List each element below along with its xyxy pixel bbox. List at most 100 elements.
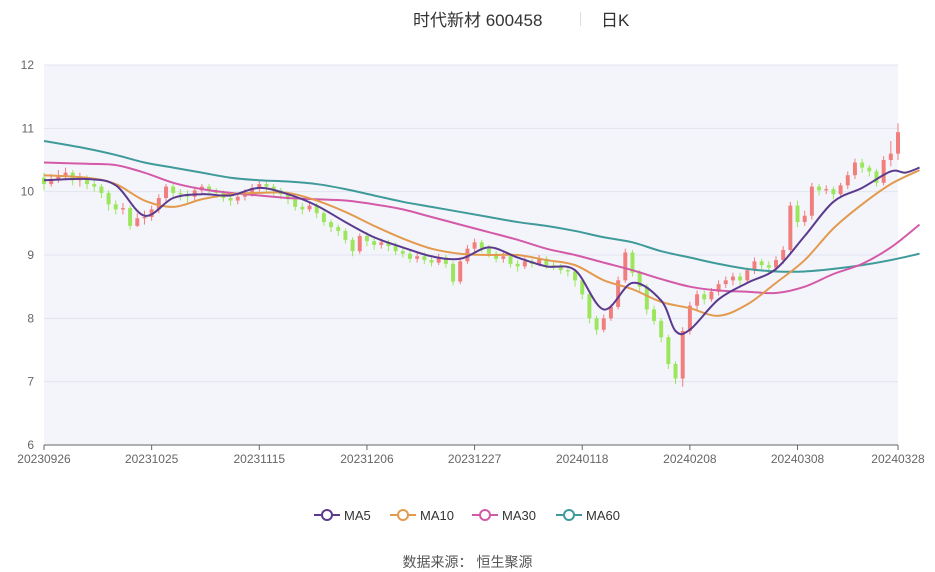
candle-20240227[interactable] <box>738 272 743 286</box>
candle-20231219[interactable] <box>429 256 434 267</box>
candle-20231214[interactable] <box>408 249 412 263</box>
candle-20240205[interactable] <box>666 334 671 369</box>
candle-20240301[interactable] <box>759 258 764 271</box>
candle-20240126[interactable] <box>623 248 628 283</box>
candle-20231204[interactable] <box>350 237 355 257</box>
candle-20240223[interactable] <box>723 276 728 288</box>
candle-20240130[interactable] <box>637 270 642 292</box>
candle-20240219[interactable] <box>695 290 700 311</box>
candle-20240116[interactable] <box>565 267 570 277</box>
legend-item-ma10[interactable]: MA10 <box>390 505 454 525</box>
candle-20231020[interactable] <box>128 205 133 230</box>
candle-body <box>336 227 341 231</box>
candle-20231225[interactable] <box>458 257 463 285</box>
candle-20240131[interactable] <box>644 284 649 315</box>
candle-20231207[interactable] <box>372 237 377 250</box>
candle-20240325[interactable] <box>874 168 879 187</box>
candle-20240308[interactable] <box>795 200 800 228</box>
legend-marker-ma10 <box>390 509 416 521</box>
legend-label-ma30: MA30 <box>502 507 536 523</box>
candle-body <box>795 205 800 223</box>
candle-20231213[interactable] <box>400 247 405 258</box>
candle-body <box>824 189 829 191</box>
candle-20231129[interactable] <box>329 219 334 233</box>
candle-20240318[interactable] <box>838 182 843 198</box>
candle-body <box>56 175 61 179</box>
candle-20240222[interactable] <box>716 280 721 296</box>
legend-item-ma60[interactable]: MA60 <box>556 505 620 525</box>
candle-20240125[interactable] <box>616 276 621 310</box>
candle-body <box>458 261 463 282</box>
candle-20240313[interactable] <box>817 184 822 196</box>
data-source-value: 恒生聚源 <box>476 554 533 570</box>
candle-20231016[interactable] <box>99 184 104 198</box>
candle-20240319[interactable] <box>845 171 850 190</box>
candle-20231030[interactable] <box>171 184 176 198</box>
candle-20240229[interactable] <box>752 257 757 274</box>
candle-20240312[interactable] <box>809 182 814 220</box>
candle-20231013[interactable] <box>92 180 97 192</box>
candle-20240226[interactable] <box>730 272 735 286</box>
candle-20240321[interactable] <box>860 158 865 173</box>
candle-20240122[interactable] <box>594 315 599 335</box>
candle-20231018[interactable] <box>113 200 118 215</box>
candle-20231031[interactable] <box>178 189 183 201</box>
candle-body <box>228 198 233 201</box>
candle-20240201[interactable] <box>652 305 656 325</box>
candle-20240311[interactable] <box>802 210 807 226</box>
candle-20231024[interactable] <box>142 210 147 225</box>
x-tick-label-1: 20231025 <box>125 452 179 466</box>
candle-20231227[interactable] <box>472 238 477 253</box>
candle-20231215[interactable] <box>415 252 420 263</box>
y-tick-label-11: 11 <box>22 121 35 135</box>
candle-20240322[interactable] <box>867 165 872 177</box>
candle-20231124[interactable] <box>307 201 312 212</box>
candle-20240326[interactable] <box>881 156 886 186</box>
candle-20240307[interactable] <box>788 201 793 253</box>
candle-20231009[interactable] <box>63 167 68 181</box>
candle-20240228[interactable] <box>745 267 750 283</box>
candle-20240129[interactable] <box>630 249 635 277</box>
candle-20231128[interactable] <box>321 210 326 226</box>
candle-20240314[interactable] <box>824 185 829 195</box>
candle-20240102[interactable] <box>494 251 499 263</box>
candle-20240112[interactable] <box>551 261 556 271</box>
candle-20231201[interactable] <box>343 228 348 244</box>
candle-20240220[interactable] <box>702 290 707 305</box>
candle-20231222[interactable] <box>451 261 456 286</box>
candle-20231019[interactable] <box>120 203 125 215</box>
candle-20231221[interactable] <box>443 255 448 268</box>
candle-20240315[interactable] <box>831 186 836 200</box>
candle-body <box>766 265 771 268</box>
candle-20240123[interactable] <box>601 314 606 333</box>
candle-20240202[interactable] <box>659 318 664 343</box>
candle-20240117[interactable] <box>573 268 578 287</box>
candle-20231023[interactable] <box>135 213 140 228</box>
candle-20231025[interactable] <box>149 205 154 221</box>
candle-20231205[interactable] <box>357 233 362 254</box>
candle-20240320[interactable] <box>852 158 857 179</box>
candle-20231130[interactable] <box>336 224 341 236</box>
title-separator <box>580 12 581 26</box>
legend-item-ma5[interactable]: MA5 <box>314 505 371 525</box>
candle-20231027[interactable] <box>164 184 168 202</box>
candle-20231017[interactable] <box>106 190 111 211</box>
candle-body <box>659 320 664 338</box>
candle-20240105[interactable] <box>515 260 520 272</box>
candle-20231115[interactable] <box>257 180 262 192</box>
legend-item-ma30[interactable]: MA30 <box>472 505 536 525</box>
y-tick-label-10: 10 <box>21 185 35 199</box>
candle-20231123[interactable] <box>300 203 305 215</box>
candle-20240327[interactable] <box>888 141 893 167</box>
candle-20240119[interactable] <box>587 291 592 324</box>
candle-20240328[interactable] <box>896 123 900 160</box>
candle-body <box>695 294 700 306</box>
candle-20231220[interactable] <box>436 253 441 266</box>
candle-20240118[interactable] <box>580 279 585 300</box>
candle-20240104[interactable] <box>508 253 513 268</box>
candle-20231228[interactable] <box>479 239 484 253</box>
candle-20240207[interactable] <box>680 327 685 387</box>
candle-body <box>494 253 499 259</box>
candle-20240206[interactable] <box>673 361 678 385</box>
candle-20231116[interactable] <box>264 181 269 192</box>
